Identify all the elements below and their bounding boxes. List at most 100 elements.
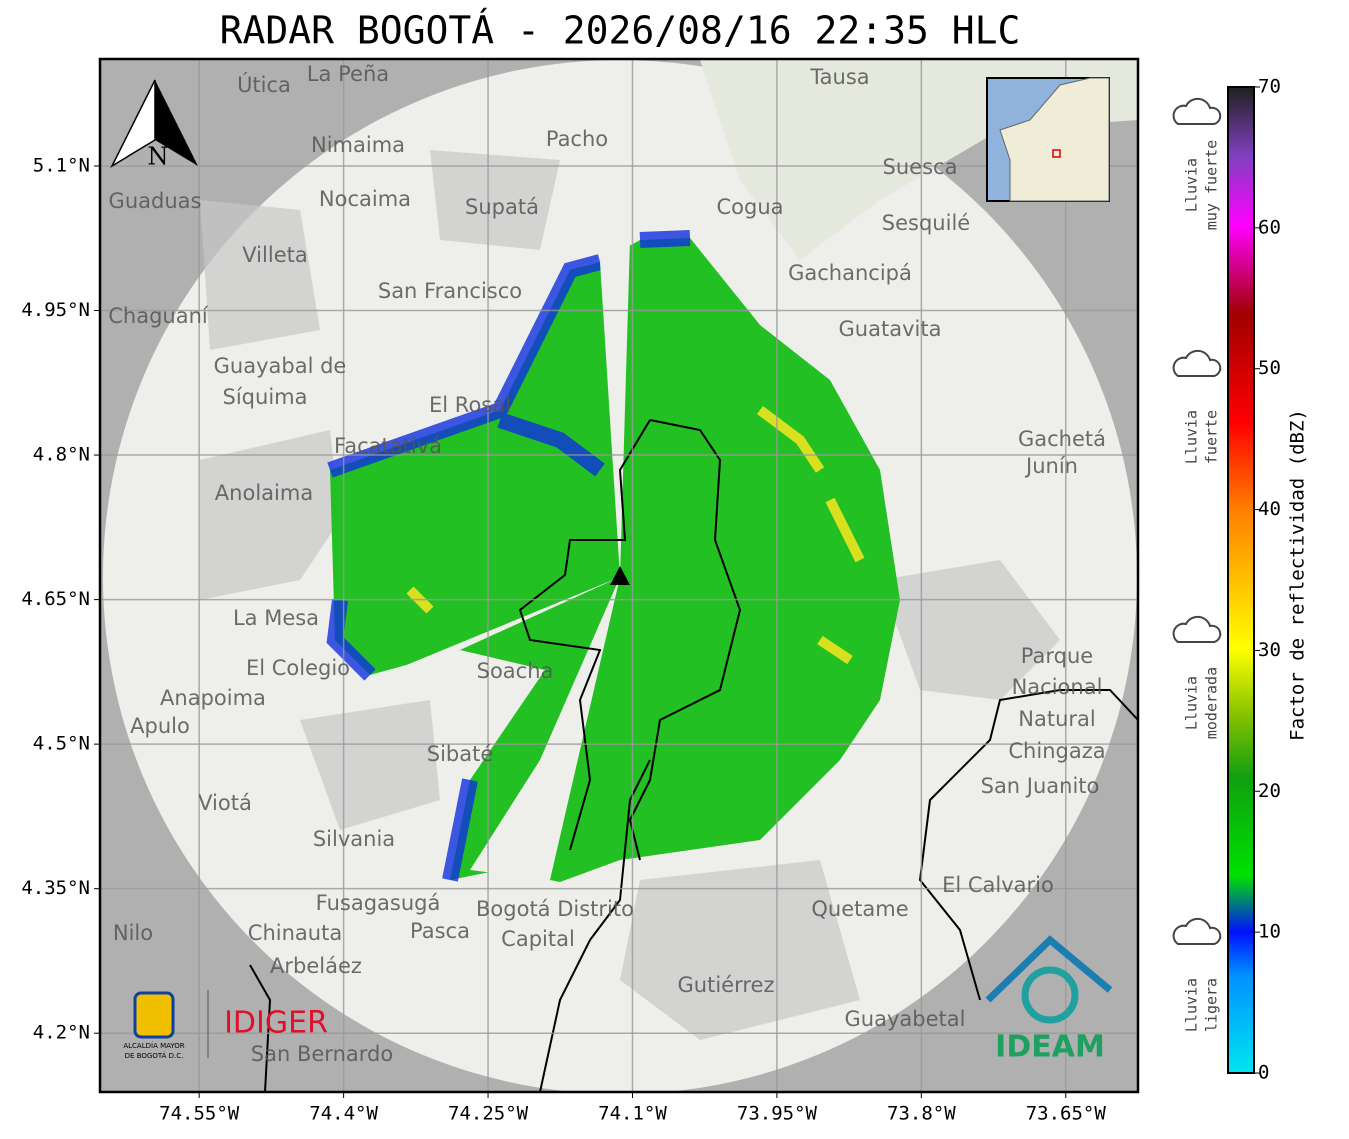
- title: RADAR BOGOTÁ - 2026/08/16 22:35 HLC: [220, 9, 1021, 53]
- place-name: La Mesa: [233, 606, 319, 630]
- logo-text: ALCALDÍA MAYOR: [123, 1041, 184, 1050]
- rain-icon: [1172, 349, 1222, 377]
- intensity-label: ligera: [1203, 978, 1221, 1032]
- place-name: Gachetá: [1018, 427, 1106, 451]
- inset-map: [986, 77, 1110, 202]
- rain-icon: [1172, 917, 1222, 945]
- place-name: El Colegio: [246, 656, 350, 680]
- colorbar-tick-label: 0: [1258, 1062, 1269, 1084]
- place-name: Chingaza: [1008, 739, 1105, 763]
- north-label: N: [148, 143, 169, 171]
- echo-weak: [326, 230, 691, 882]
- place-name: Síquima: [223, 385, 308, 409]
- place-name: Útica: [237, 72, 291, 97]
- rain-icon: [1172, 615, 1222, 643]
- place-name: Junín: [1024, 454, 1078, 478]
- y-tick-label: 4.95°N: [21, 299, 90, 321]
- place-name: Soacha: [477, 659, 554, 683]
- place-name: Suesca: [883, 155, 958, 179]
- place-name: Anapoima: [160, 686, 266, 710]
- y-tick-label: 4.8°N: [33, 444, 90, 466]
- colorbar-tick-label: 50: [1258, 357, 1281, 379]
- plot-frame: [98, 57, 1140, 1094]
- place-name: Facatativá: [334, 434, 442, 458]
- colorbar-tick-label: 70: [1258, 76, 1281, 98]
- colorbar-label: Factor de reflectividad (dBZ): [1287, 409, 1309, 741]
- map: La Peña Útica Tausa Pacho Nimaima Suesca Guadu…: [100, 59, 1138, 1092]
- logo-text: DE BOGOTÁ D.C.: [125, 1051, 184, 1060]
- place-name: Anolaima: [215, 481, 313, 505]
- place-name: Nimaima: [311, 133, 405, 157]
- place-name: Fusagasugá: [316, 891, 441, 915]
- y-tick-label: 4.5°N: [33, 733, 90, 755]
- colorbar-tick-label: 10: [1258, 921, 1281, 943]
- x-tick-label: 74.55°W: [159, 1103, 240, 1125]
- place-name: Chaguaní: [108, 304, 209, 328]
- intensity-label: Lluvia: [1183, 410, 1201, 464]
- place-name: Guaduas: [109, 189, 202, 213]
- colorbar: [1227, 86, 1255, 1074]
- place-name: Supatá: [465, 195, 539, 219]
- place-name: Pacho: [546, 127, 608, 151]
- colorbar-tick-label: 30: [1258, 639, 1281, 661]
- place-name: Quetame: [811, 897, 908, 921]
- department-boundary: [249, 689, 1138, 1092]
- place-name: Apulo: [130, 714, 190, 738]
- intensity-label: muy fuerte: [1203, 140, 1221, 230]
- place-name: Nilo: [113, 921, 153, 945]
- x-tick-label: 74.4°W: [309, 1103, 378, 1125]
- place-name: San Juanito: [981, 774, 1100, 798]
- intensity-label: Lluvia: [1183, 158, 1201, 212]
- intensity-label: moderada: [1203, 667, 1221, 739]
- logo-ideam: IDEAM: [985, 935, 1113, 1065]
- logo-alcaldia: ALCALDÍA MAYOR DE BOGOTÁ D.C. IDIGER: [123, 990, 328, 1060]
- place-name: Arbeláez: [270, 954, 362, 978]
- x-tick-label: 74.25°W: [448, 1103, 529, 1125]
- place-name: Sesquilé: [882, 211, 970, 235]
- place-name: Chinauta: [248, 921, 342, 945]
- place-name: Guayabal de: [214, 354, 347, 378]
- intensity-label: Lluvia: [1183, 676, 1201, 730]
- place-name: Nocaima: [319, 187, 411, 211]
- place-name: Pasca: [410, 919, 470, 943]
- place-name: Sibaté: [427, 742, 494, 766]
- place-name: Natural: [1018, 707, 1095, 731]
- place-name: Tausa: [809, 65, 869, 89]
- place-name: Guayabetal: [845, 1007, 966, 1031]
- x-tick-label: 74.1°W: [598, 1103, 667, 1125]
- x-tick-label: 73.95°W: [737, 1103, 818, 1125]
- intensity-label: fuerte: [1203, 410, 1221, 464]
- x-tick-label: 73.8°W: [887, 1103, 956, 1125]
- x-tick-label: 73.65°W: [1026, 1103, 1107, 1125]
- district-boundary: [518, 419, 742, 861]
- colorbar-tick-label: 40: [1258, 498, 1281, 520]
- echo-strong: [406, 406, 865, 665]
- colorbar-tick-label: 20: [1258, 780, 1281, 802]
- place-name: San Francisco: [378, 279, 522, 303]
- place-name: Gutiérrez: [678, 973, 775, 997]
- echo-gap: [370, 240, 630, 880]
- place-name: Villeta: [242, 243, 307, 267]
- place-name: San Bernardo: [251, 1042, 393, 1066]
- place-name: La Peña: [307, 62, 389, 86]
- place-name: Cogua: [716, 195, 783, 219]
- place-name: El Calvario: [942, 873, 1054, 897]
- north-arrow: N: [110, 79, 198, 171]
- place-name: Parque: [1021, 644, 1093, 668]
- y-tick-label: 4.2°N: [33, 1022, 90, 1044]
- logo-text: IDEAM: [995, 1030, 1105, 1065]
- place-name: Viotá: [198, 791, 252, 815]
- y-tick-label: 4.35°N: [21, 877, 90, 899]
- place-name: Nacional: [1012, 675, 1103, 699]
- place-name: Bogotá Distrito: [476, 897, 634, 921]
- place-name: Silvania: [313, 827, 395, 851]
- place-name: El Rosal: [429, 393, 511, 417]
- echo: [330, 238, 900, 882]
- y-tick-label: 5.1°N: [33, 154, 90, 176]
- intensity-label: Lluvia: [1183, 978, 1201, 1032]
- place-name: Gachancipá: [788, 261, 912, 285]
- place-name: Capital: [501, 927, 575, 951]
- y-tick-label: 4.65°N: [21, 588, 90, 610]
